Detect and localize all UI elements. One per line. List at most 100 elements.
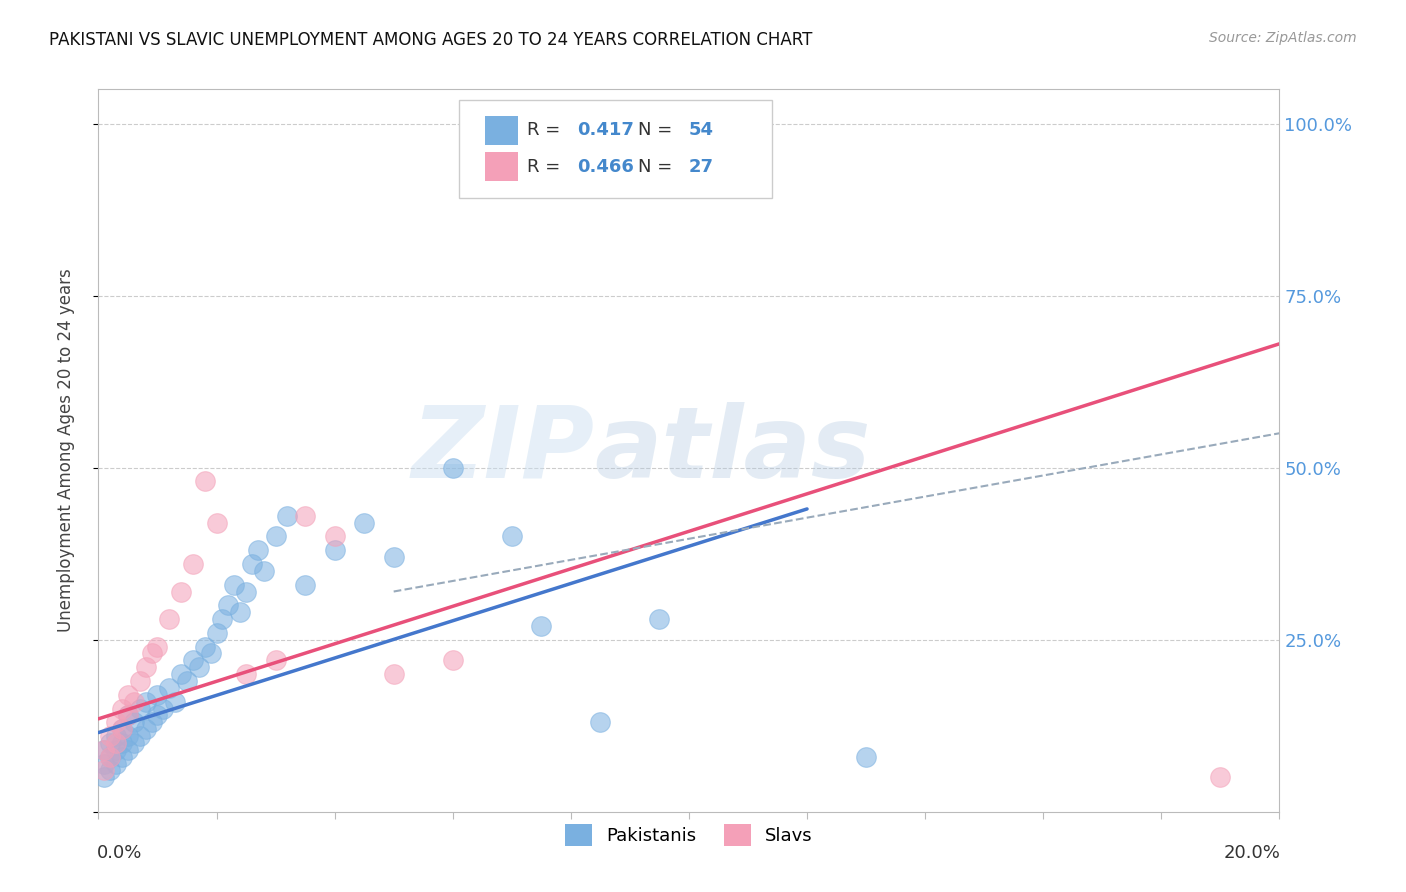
Point (501, 529, 523, 543)
Point (93, 770, 115, 784)
Point (187, 660, 209, 674)
Point (141, 715, 163, 730)
FancyBboxPatch shape (485, 152, 517, 181)
Point (323, 543, 346, 558)
Text: 0.466: 0.466 (576, 158, 634, 176)
Point (122, 736, 145, 750)
Point (105, 729, 128, 743)
Text: 54: 54 (689, 121, 714, 139)
Text: Source: ZipAtlas.com: Source: ZipAtlas.com (1209, 31, 1357, 45)
Point (205, 625, 228, 640)
Point (264, 529, 287, 543)
Text: PAKISTANI VS SLAVIC UNEMPLOYMENT AMONG AGES 20 TO 24 YEARS CORRELATION CHART: PAKISTANI VS SLAVIC UNEMPLOYMENT AMONG A… (49, 31, 813, 49)
Point (105, 756, 128, 771)
Point (128, 673, 150, 688)
Point (353, 516, 375, 530)
Point (135, 660, 157, 674)
Text: N =: N = (638, 158, 678, 176)
Point (276, 508, 298, 523)
Point (176, 673, 198, 688)
Point (294, 508, 316, 523)
Point (382, 550, 405, 565)
Point (135, 695, 157, 709)
Text: R =: R = (527, 158, 567, 176)
Point (98, 749, 121, 764)
Text: atlas: atlas (595, 402, 870, 499)
Point (441, 653, 464, 667)
FancyBboxPatch shape (485, 116, 517, 145)
Point (146, 688, 169, 702)
Point (122, 715, 145, 730)
Point (105, 736, 128, 750)
Text: 27: 27 (689, 158, 714, 176)
Point (152, 701, 174, 715)
Point (111, 722, 134, 736)
Point (170, 667, 193, 681)
Point (98, 736, 121, 750)
Text: 20.0%: 20.0% (1223, 844, 1281, 863)
Point (93, 756, 115, 771)
Text: N =: N = (638, 121, 678, 139)
Point (294, 577, 316, 591)
Point (98, 749, 121, 764)
Point (200, 647, 222, 661)
Point (181, 557, 204, 571)
Text: 0.417: 0.417 (576, 121, 634, 139)
Point (93, 743, 115, 757)
Point (98, 729, 121, 743)
Point (648, 612, 671, 626)
Point (253, 564, 276, 578)
Point (194, 640, 217, 654)
Text: R =: R = (527, 121, 567, 139)
Point (170, 584, 193, 599)
Point (93, 743, 115, 757)
Point (157, 612, 180, 626)
Point (111, 749, 134, 764)
Point (264, 653, 287, 667)
Point (122, 695, 145, 709)
Point (323, 529, 346, 543)
Point (111, 701, 134, 715)
Text: ZIP: ZIP (412, 402, 595, 499)
Point (246, 543, 269, 558)
Point (235, 667, 257, 681)
Point (194, 475, 217, 489)
Point (117, 708, 139, 723)
Point (205, 516, 228, 530)
Point (111, 722, 134, 736)
Point (240, 557, 263, 571)
Point (441, 460, 464, 475)
Point (105, 715, 128, 730)
Point (530, 619, 553, 633)
Point (146, 640, 169, 654)
Point (589, 715, 612, 730)
Point (93, 764, 115, 778)
Y-axis label: Unemployment Among Ages 20 to 24 years: Unemployment Among Ages 20 to 24 years (56, 268, 75, 632)
Point (128, 701, 150, 715)
Point (224, 577, 246, 591)
Point (382, 667, 405, 681)
Point (135, 722, 157, 736)
Point (98, 764, 121, 778)
Point (471, 117, 494, 131)
Point (146, 708, 169, 723)
Point (157, 681, 180, 695)
Point (117, 729, 139, 743)
Legend: Pakistanis, Slavs: Pakistanis, Slavs (558, 817, 820, 854)
Point (105, 743, 128, 757)
Point (165, 695, 187, 709)
Point (181, 653, 204, 667)
Point (211, 612, 233, 626)
Point (1209, 770, 1232, 784)
Point (217, 599, 239, 613)
Point (111, 736, 134, 750)
Point (855, 749, 877, 764)
Point (117, 743, 139, 757)
Point (229, 605, 252, 619)
Text: 0.0%: 0.0% (97, 844, 142, 863)
FancyBboxPatch shape (458, 100, 772, 198)
Point (117, 688, 139, 702)
Point (235, 584, 257, 599)
Point (128, 729, 150, 743)
Point (141, 647, 163, 661)
